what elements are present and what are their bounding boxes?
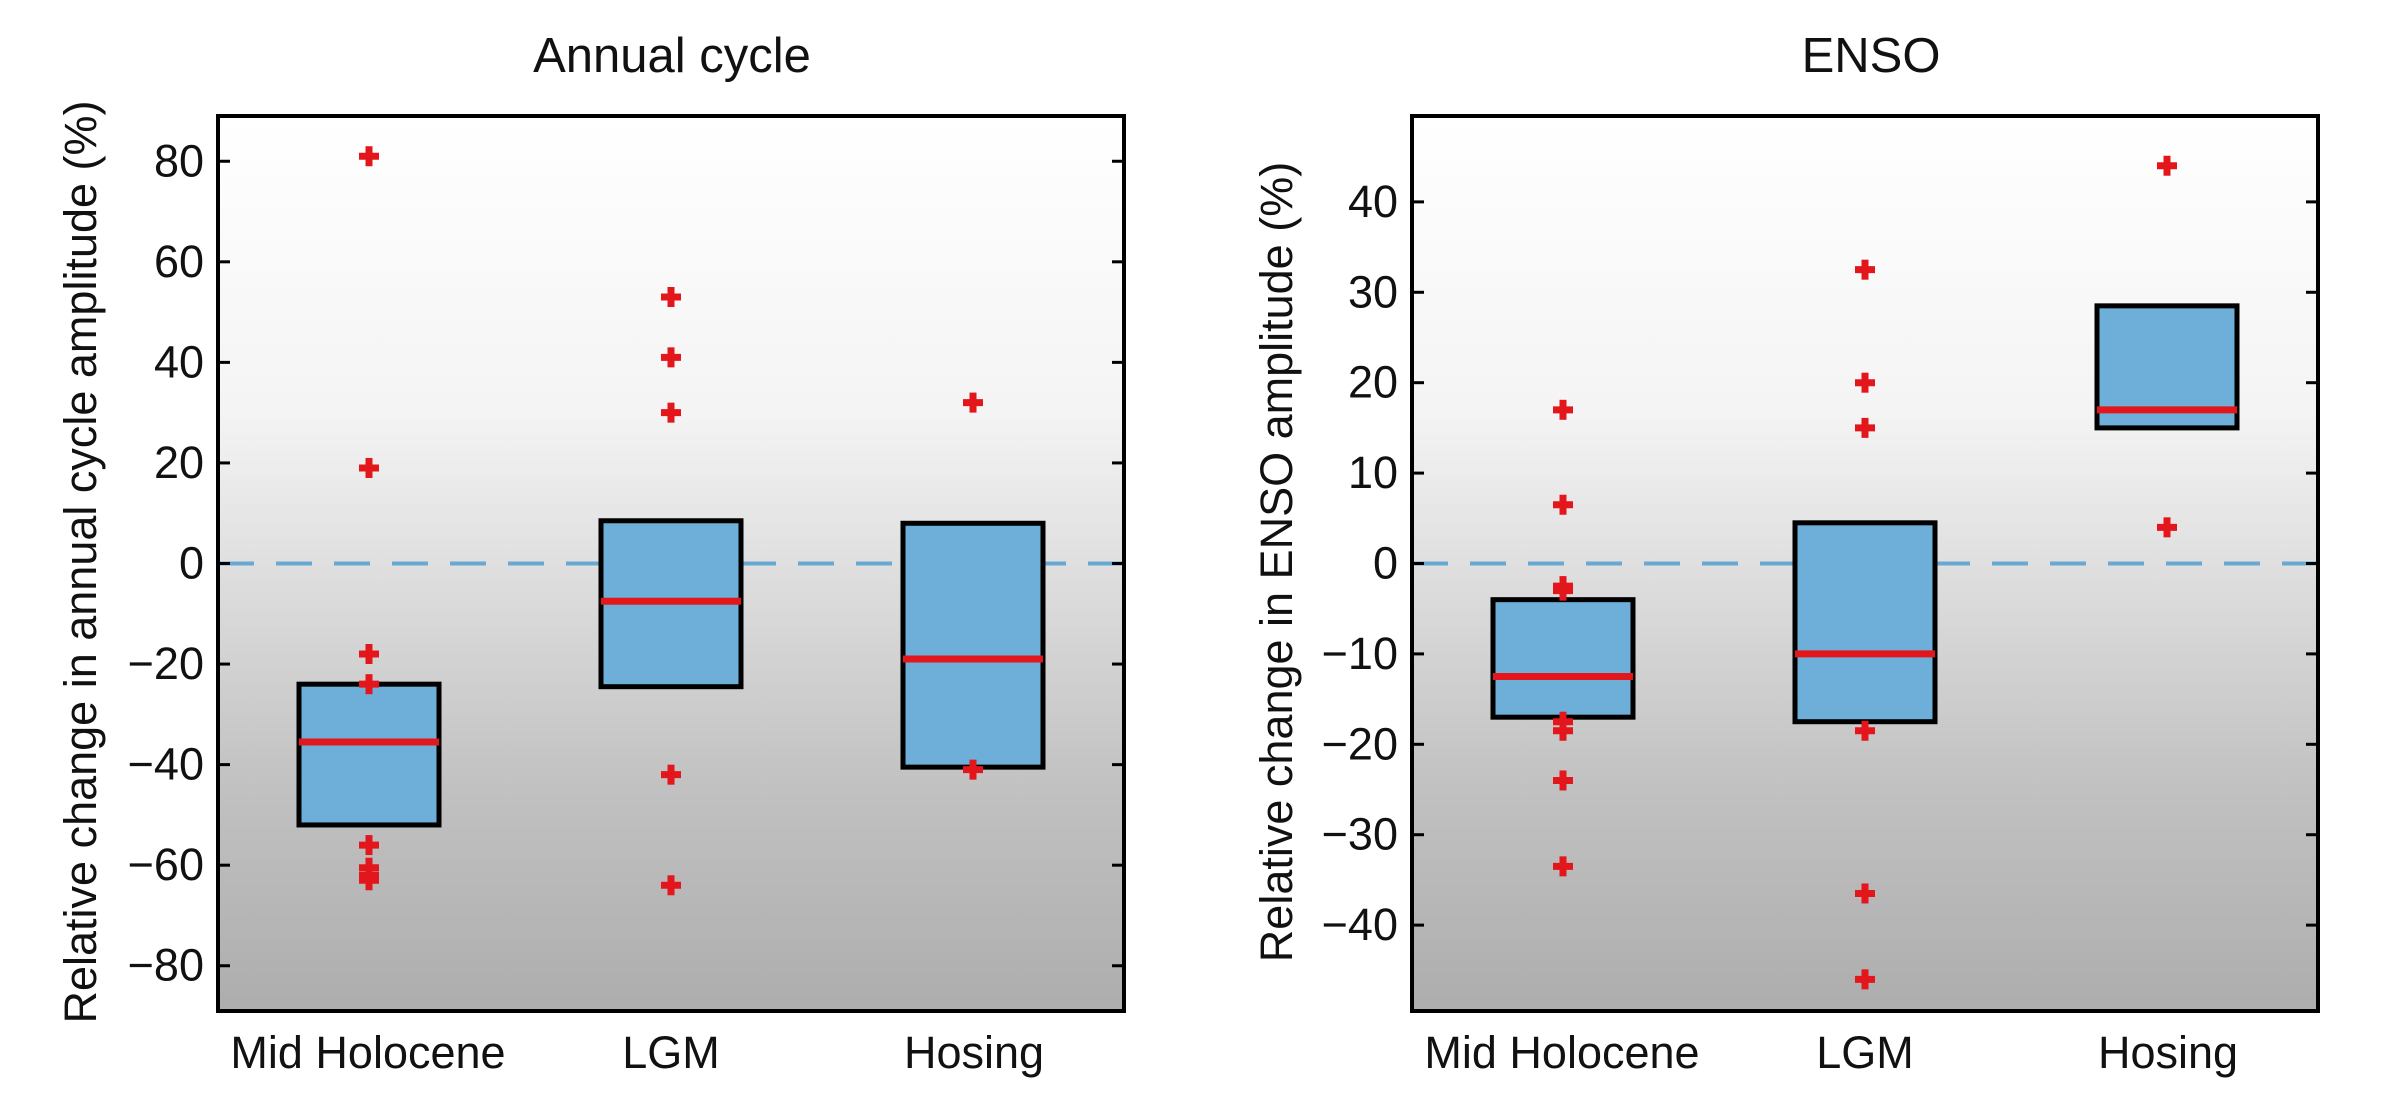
y-axis-ticks: 80 60 40 20 0 −20 −40 −60 −80 [128, 135, 1124, 991]
y-tick-label: −20 [1322, 718, 1398, 769]
outlier-marker [359, 835, 379, 856]
outlier-marker [359, 644, 379, 665]
outlier-marker [2157, 155, 2177, 176]
box-0 [296, 681, 442, 828]
outlier-marker [359, 457, 379, 478]
outlier-marker [661, 764, 681, 785]
box-group [296, 146, 1046, 896]
y-tick-label: 30 [1348, 266, 1398, 317]
y-tick-label: 40 [154, 336, 204, 387]
y-tick-label: −40 [1322, 899, 1398, 950]
outlier-marker [1553, 720, 1573, 741]
outlier-marker [963, 392, 983, 413]
y-tick-label: 0 [1373, 538, 1398, 589]
y-tick-label: −10 [1322, 628, 1398, 679]
y-tick-label: −40 [128, 739, 204, 790]
outlier-marker [1855, 259, 1875, 280]
outlier-marker [1553, 770, 1573, 791]
box-1 [1792, 520, 1938, 725]
y-tick-label: −60 [128, 839, 204, 890]
outlier-marker [359, 674, 379, 695]
outlier-marker [1553, 580, 1573, 601]
outlier-marker [1553, 399, 1573, 420]
annual-cycle-panel: Annual cycle Relative change in annual c… [55, 29, 1126, 1078]
box-group [1490, 155, 2240, 990]
y-tick-label: 0 [179, 538, 204, 589]
outlier-marker [1855, 417, 1875, 438]
plot-frame [216, 114, 1126, 1013]
y-tick-label: 40 [1348, 176, 1398, 227]
outlier-marker [1855, 883, 1875, 904]
x-tick-label-hosing: Hosing [904, 1027, 1044, 1078]
outlier-marker [359, 146, 379, 167]
x-tick-label-mid-holocene: Mid Holocene [230, 1027, 505, 1078]
outlier-marker [661, 402, 681, 423]
outlier-marker [1553, 856, 1573, 877]
plot-frame [1410, 114, 2320, 1013]
y-tick-label: 80 [154, 135, 204, 186]
panel-title: ENSO [1802, 29, 1941, 83]
outlier-marker [661, 287, 681, 308]
outlier-marker [2157, 517, 2177, 538]
outlier-marker [1855, 720, 1875, 741]
y-tick-label: −80 [128, 940, 204, 991]
y-tick-label: 20 [154, 437, 204, 488]
outlier-marker [963, 759, 983, 780]
outlier-marker [359, 870, 379, 891]
enso-panel: ENSO Relative change in ENSO amplitude (… [1251, 29, 2320, 1078]
x-tick-label-lgm: LGM [1816, 1027, 1914, 1078]
y-tick-label: 60 [154, 236, 204, 287]
y-tick-label: −20 [128, 638, 204, 689]
y-axis-label: Relative change in annual cycle amplitud… [55, 100, 106, 1023]
y-tick-label: 10 [1348, 447, 1398, 498]
outlier-marker [661, 875, 681, 896]
outlier-marker [661, 347, 681, 368]
y-axis-ticks: 40 30 20 10 0 −10 −20 −30 −40 [1322, 176, 2318, 950]
outlier-marker [1855, 372, 1875, 393]
y-tick-label: 20 [1348, 357, 1398, 408]
box-2 [900, 520, 1046, 770]
box-0 [1490, 597, 1636, 720]
outlier-marker [1553, 494, 1573, 515]
x-tick-label-lgm: LGM [622, 1027, 720, 1078]
y-axis-label: Relative change in ENSO amplitude (%) [1251, 162, 1302, 962]
y-tick-label: −30 [1322, 809, 1398, 860]
panel-title: Annual cycle [533, 29, 811, 83]
outlier-marker [1855, 969, 1875, 990]
x-tick-label-hosing: Hosing [2098, 1027, 2238, 1078]
x-tick-label-mid-holocene: Mid Holocene [1424, 1027, 1699, 1078]
